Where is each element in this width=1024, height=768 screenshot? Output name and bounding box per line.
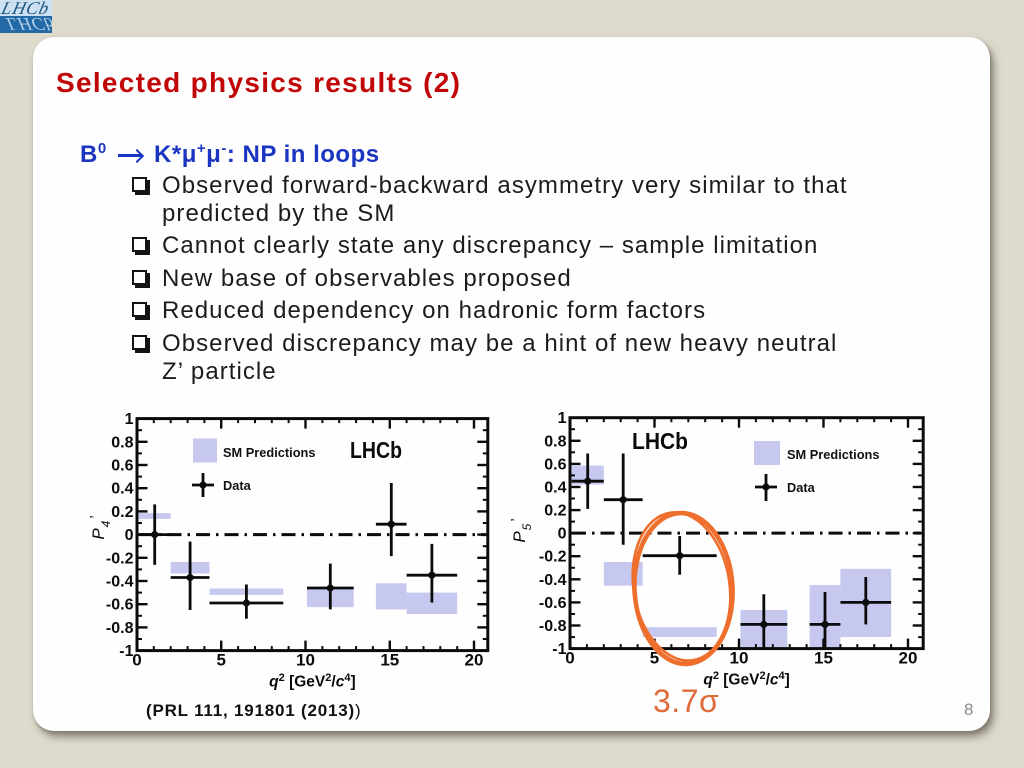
svg-text:SM Predictions: SM Predictions xyxy=(223,445,315,460)
svg-text:0: 0 xyxy=(565,649,574,668)
svg-text:-0.8: -0.8 xyxy=(106,620,134,637)
svg-text:-1: -1 xyxy=(552,641,566,658)
svg-text:4: 4 xyxy=(99,520,113,527)
svg-text:q2 [GeV2/c4]: q2 [GeV2/c4] xyxy=(703,670,789,689)
svg-text:P: P xyxy=(510,531,529,543)
svg-text:-1: -1 xyxy=(119,643,133,660)
svg-text:5: 5 xyxy=(520,523,534,530)
svg-text:20: 20 xyxy=(899,649,918,668)
svg-text:0: 0 xyxy=(132,651,141,670)
svg-text:0.6: 0.6 xyxy=(544,456,566,473)
svg-text:-0.4: -0.4 xyxy=(106,574,134,591)
svg-text:LHCb: LHCb xyxy=(632,428,688,454)
svg-text:0.8: 0.8 xyxy=(111,434,133,451)
svg-text:Data: Data xyxy=(223,478,252,493)
svg-text:0.2: 0.2 xyxy=(544,503,566,520)
svg-text:q2 [GeV2/c4]: q2 [GeV2/c4] xyxy=(269,672,355,691)
svg-text:-0.4: -0.4 xyxy=(539,572,567,589)
svg-text:LHCb: LHCb xyxy=(350,437,402,463)
svg-text:10: 10 xyxy=(730,649,749,668)
svg-text:10: 10 xyxy=(296,651,315,670)
svg-text:0.6: 0.6 xyxy=(111,458,133,475)
svg-text:5: 5 xyxy=(216,651,225,670)
svg-text:’: ’ xyxy=(87,515,104,518)
svg-text:-0.6: -0.6 xyxy=(539,595,567,612)
svg-text:SM Predictions: SM Predictions xyxy=(787,447,879,462)
svg-text:0: 0 xyxy=(558,526,567,543)
svg-text:15: 15 xyxy=(380,651,399,670)
svg-text:0.8: 0.8 xyxy=(544,433,566,450)
svg-text:1: 1 xyxy=(558,410,567,427)
svg-text:0: 0 xyxy=(125,527,134,544)
svg-text:0.4: 0.4 xyxy=(544,480,566,497)
svg-text:P: P xyxy=(89,528,108,540)
svg-text:-0.6: -0.6 xyxy=(106,597,134,614)
svg-text:1: 1 xyxy=(125,411,134,428)
svg-text:0.2: 0.2 xyxy=(111,504,133,521)
svg-text:15: 15 xyxy=(814,649,833,668)
svg-text:’: ’ xyxy=(508,518,525,521)
svg-text:20: 20 xyxy=(465,651,484,670)
svg-text:0.4: 0.4 xyxy=(111,481,133,498)
svg-text:-0.2: -0.2 xyxy=(539,549,567,566)
svg-text:5: 5 xyxy=(650,649,659,668)
svg-text:-0.8: -0.8 xyxy=(539,618,567,635)
svg-text:Data: Data xyxy=(787,480,816,495)
svg-text:-0.2: -0.2 xyxy=(106,550,134,567)
